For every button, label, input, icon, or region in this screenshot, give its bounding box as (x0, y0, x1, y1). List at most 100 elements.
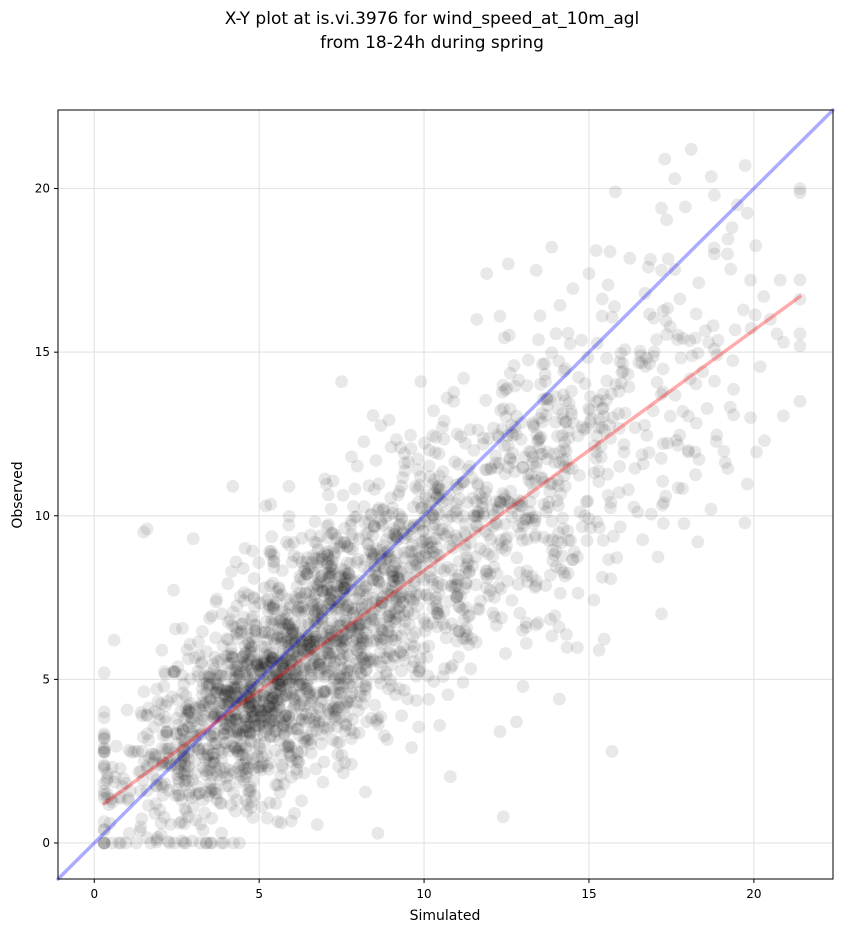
scatter-point (308, 515, 322, 528)
x-tick-label-3: 15 (581, 887, 596, 901)
scatter-point (334, 672, 347, 685)
scatter-point (592, 475, 606, 488)
scatter-point (179, 805, 193, 818)
scatter-point (580, 495, 593, 509)
scatter-point (134, 784, 147, 798)
scatter-point (350, 459, 364, 473)
scatter-point (267, 554, 281, 568)
scatter-point (303, 634, 317, 648)
scatter-point (500, 382, 514, 395)
scatter-point (277, 617, 291, 631)
scatter-point (382, 509, 395, 522)
scatter-point (459, 560, 473, 574)
scatter-point (227, 740, 241, 754)
scatter-point (400, 573, 414, 587)
scatter-point (219, 779, 233, 793)
scatter-point (368, 483, 381, 496)
scatter-point (324, 569, 338, 583)
scatter-point (287, 701, 301, 714)
scatter-point (244, 734, 257, 748)
scatter-point (479, 393, 493, 407)
scatter-point (493, 725, 507, 739)
scatter-point (334, 652, 348, 666)
scatter-point (280, 632, 294, 646)
scatter-point (215, 697, 229, 710)
scatter-point (519, 616, 533, 630)
scatter-point (483, 567, 497, 581)
scatter-point (539, 579, 552, 592)
scatter-point (227, 683, 241, 696)
scatter-point (295, 531, 309, 545)
scatter-point (230, 694, 244, 708)
scatter-point (543, 485, 557, 498)
scatter-point (361, 655, 375, 669)
scatter-point (155, 643, 169, 657)
scatter-point (368, 698, 382, 712)
scatter-point (559, 415, 572, 429)
scatter-point (347, 606, 360, 619)
scatter-point (428, 511, 442, 525)
scatter-point (170, 749, 184, 763)
scatter-point (233, 836, 246, 850)
scatter-point (300, 567, 314, 581)
scatter-point (176, 724, 190, 738)
scatter-point (206, 755, 220, 769)
scatter-point (689, 468, 702, 482)
scatter-point (150, 835, 164, 849)
scatter-point (384, 491, 398, 505)
scatter-point (640, 429, 654, 442)
scatter-point (411, 482, 425, 496)
scatter-point (288, 807, 301, 820)
scatter-point (436, 495, 450, 509)
scatter-point (389, 688, 402, 702)
scatter-point (232, 669, 246, 683)
scatter-point (339, 671, 353, 685)
scatter-point (659, 314, 673, 328)
scatter-point (263, 647, 277, 660)
scatter-point (454, 430, 468, 443)
scatter-point (295, 677, 309, 690)
scatter-point (253, 663, 266, 677)
scatter-point (345, 450, 358, 464)
scatter-point (793, 339, 807, 353)
scatter-point (97, 745, 111, 759)
x-tick-label-0: 0 (90, 887, 98, 901)
scatter-point (191, 779, 205, 793)
scatter-point (190, 712, 204, 726)
scatter-point (333, 613, 346, 627)
scatter-point (375, 637, 389, 651)
scatter-point (264, 729, 277, 743)
scatter-point (548, 609, 562, 623)
scatter-point (445, 563, 458, 577)
scatter-point (387, 521, 401, 535)
scatter-point (563, 337, 577, 351)
scatter-point (242, 716, 256, 729)
scatter-point (240, 668, 254, 682)
scatter-point (275, 564, 289, 577)
scatter-point (447, 534, 460, 548)
scatter-point (159, 699, 173, 712)
scatter-point (181, 720, 195, 734)
scatter-point (448, 580, 461, 594)
scatter-point (195, 681, 209, 695)
scatter-point (389, 602, 403, 616)
scatter-point (267, 713, 281, 727)
scatter-point (522, 511, 536, 525)
scatter-point (283, 622, 297, 635)
scatter-point (544, 568, 557, 582)
scatter-point (339, 573, 352, 586)
scatter-point (272, 698, 286, 711)
scatter-point (514, 433, 528, 446)
scatter-point (250, 688, 264, 702)
scatter-point (557, 442, 571, 456)
scatter-point (248, 789, 262, 803)
scatter-point (432, 447, 446, 461)
scatter-point (180, 643, 194, 657)
scatter-point (545, 346, 559, 360)
scatter-point (393, 485, 406, 498)
scatter-point (248, 624, 262, 638)
scatter-point (339, 628, 353, 641)
scatter-point (272, 678, 285, 691)
scatter-point (327, 659, 340, 673)
scatter-point (244, 717, 258, 730)
